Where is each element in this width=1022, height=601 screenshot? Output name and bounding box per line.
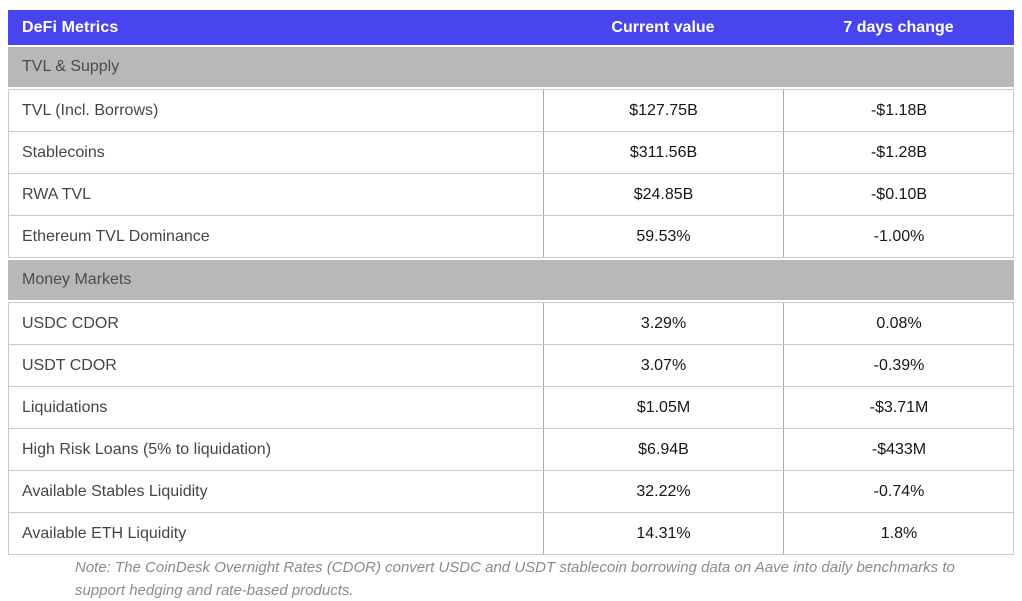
metric-label: Available ETH Liquidity <box>22 524 187 542</box>
defi-metrics-table: DeFi Metrics Current value 7 days change… <box>8 10 1014 555</box>
current-value-cell: 3.29% <box>543 303 783 344</box>
metric-label: Available Stables Liquidity <box>22 482 208 500</box>
section-rows: TVL (Incl. Borrows) $127.75B -$1.18B Sta… <box>8 89 1014 258</box>
change-value-cell: -$1.18B <box>783 90 1014 131</box>
current-value-cell: $6.94B <box>543 429 783 470</box>
table-row: TVL (Incl. Borrows) $127.75B -$1.18B <box>9 90 1013 132</box>
metric-label: High Risk Loans (5% to liquidation) <box>22 440 272 458</box>
current-value-cell: 59.53% <box>543 216 783 257</box>
metric-label: RWA TVL <box>22 185 92 203</box>
change-value-cell: 1.8% <box>783 513 1014 554</box>
table-header: DeFi Metrics Current value 7 days change <box>8 10 1014 45</box>
table-title: DeFi Metrics <box>22 18 119 36</box>
current-value-cell: $24.85B <box>543 174 783 215</box>
change-value-cell: -$1.28B <box>783 132 1014 173</box>
table-section: TVL & Supply TVL (Incl. Borrows) $127.75… <box>8 47 1014 258</box>
change-value-cell: -$3.71M <box>783 387 1014 428</box>
column-header-current-value: Current value <box>611 18 715 36</box>
metric-label: Liquidations <box>22 398 108 416</box>
change-value-cell: -$0.10B <box>783 174 1014 215</box>
table-body: TVL & Supply TVL (Incl. Borrows) $127.75… <box>8 47 1014 555</box>
table-row: High Risk Loans (5% to liquidation) $6.9… <box>9 429 1013 471</box>
table-row: USDC CDOR 3.29% 0.08% <box>9 303 1013 345</box>
table-row: USDT CDOR 3.07% -0.39% <box>9 345 1013 387</box>
metric-label: Stablecoins <box>22 143 105 161</box>
metric-label: USDC CDOR <box>22 314 119 332</box>
change-value-cell: 0.08% <box>783 303 1014 344</box>
change-value-cell: -0.74% <box>783 471 1014 512</box>
table-row: Ethereum TVL Dominance 59.53% -1.00% <box>9 216 1013 258</box>
metric-label: TVL (Incl. Borrows) <box>22 101 159 119</box>
current-value-cell: 14.31% <box>543 513 783 554</box>
section-header: TVL & Supply <box>8 47 1014 87</box>
current-value-cell: $311.56B <box>543 132 783 173</box>
section-rows: USDC CDOR 3.29% 0.08% USDT CDOR 3.07% -0… <box>8 302 1014 555</box>
table-row: Stablecoins $311.56B -$1.28B <box>9 132 1013 174</box>
current-value-cell: $1.05M <box>543 387 783 428</box>
change-value-cell: -0.39% <box>783 345 1014 386</box>
current-value-cell: 32.22% <box>543 471 783 512</box>
metric-label: USDT CDOR <box>22 356 117 374</box>
footnote: Note: The CoinDesk Overnight Rates (CDOR… <box>75 559 955 599</box>
current-value-cell: $127.75B <box>543 90 783 131</box>
table-row: Available Stables Liquidity 32.22% -0.74… <box>9 471 1013 513</box>
table-section: Money Markets USDC CDOR 3.29% 0.08% USDT… <box>8 260 1014 555</box>
table-row: RWA TVL $24.85B -$0.10B <box>9 174 1013 216</box>
current-value-cell: 3.07% <box>543 345 783 386</box>
table-row: Liquidations $1.05M -$3.71M <box>9 387 1013 429</box>
column-header-7-days-change: 7 days change <box>843 18 954 36</box>
change-value-cell: -$433M <box>783 429 1014 470</box>
table-row: Available ETH Liquidity 14.31% 1.8% <box>9 513 1013 555</box>
section-header: Money Markets <box>8 260 1014 300</box>
change-value-cell: -1.00% <box>783 216 1014 257</box>
metric-label: Ethereum TVL Dominance <box>22 227 210 245</box>
